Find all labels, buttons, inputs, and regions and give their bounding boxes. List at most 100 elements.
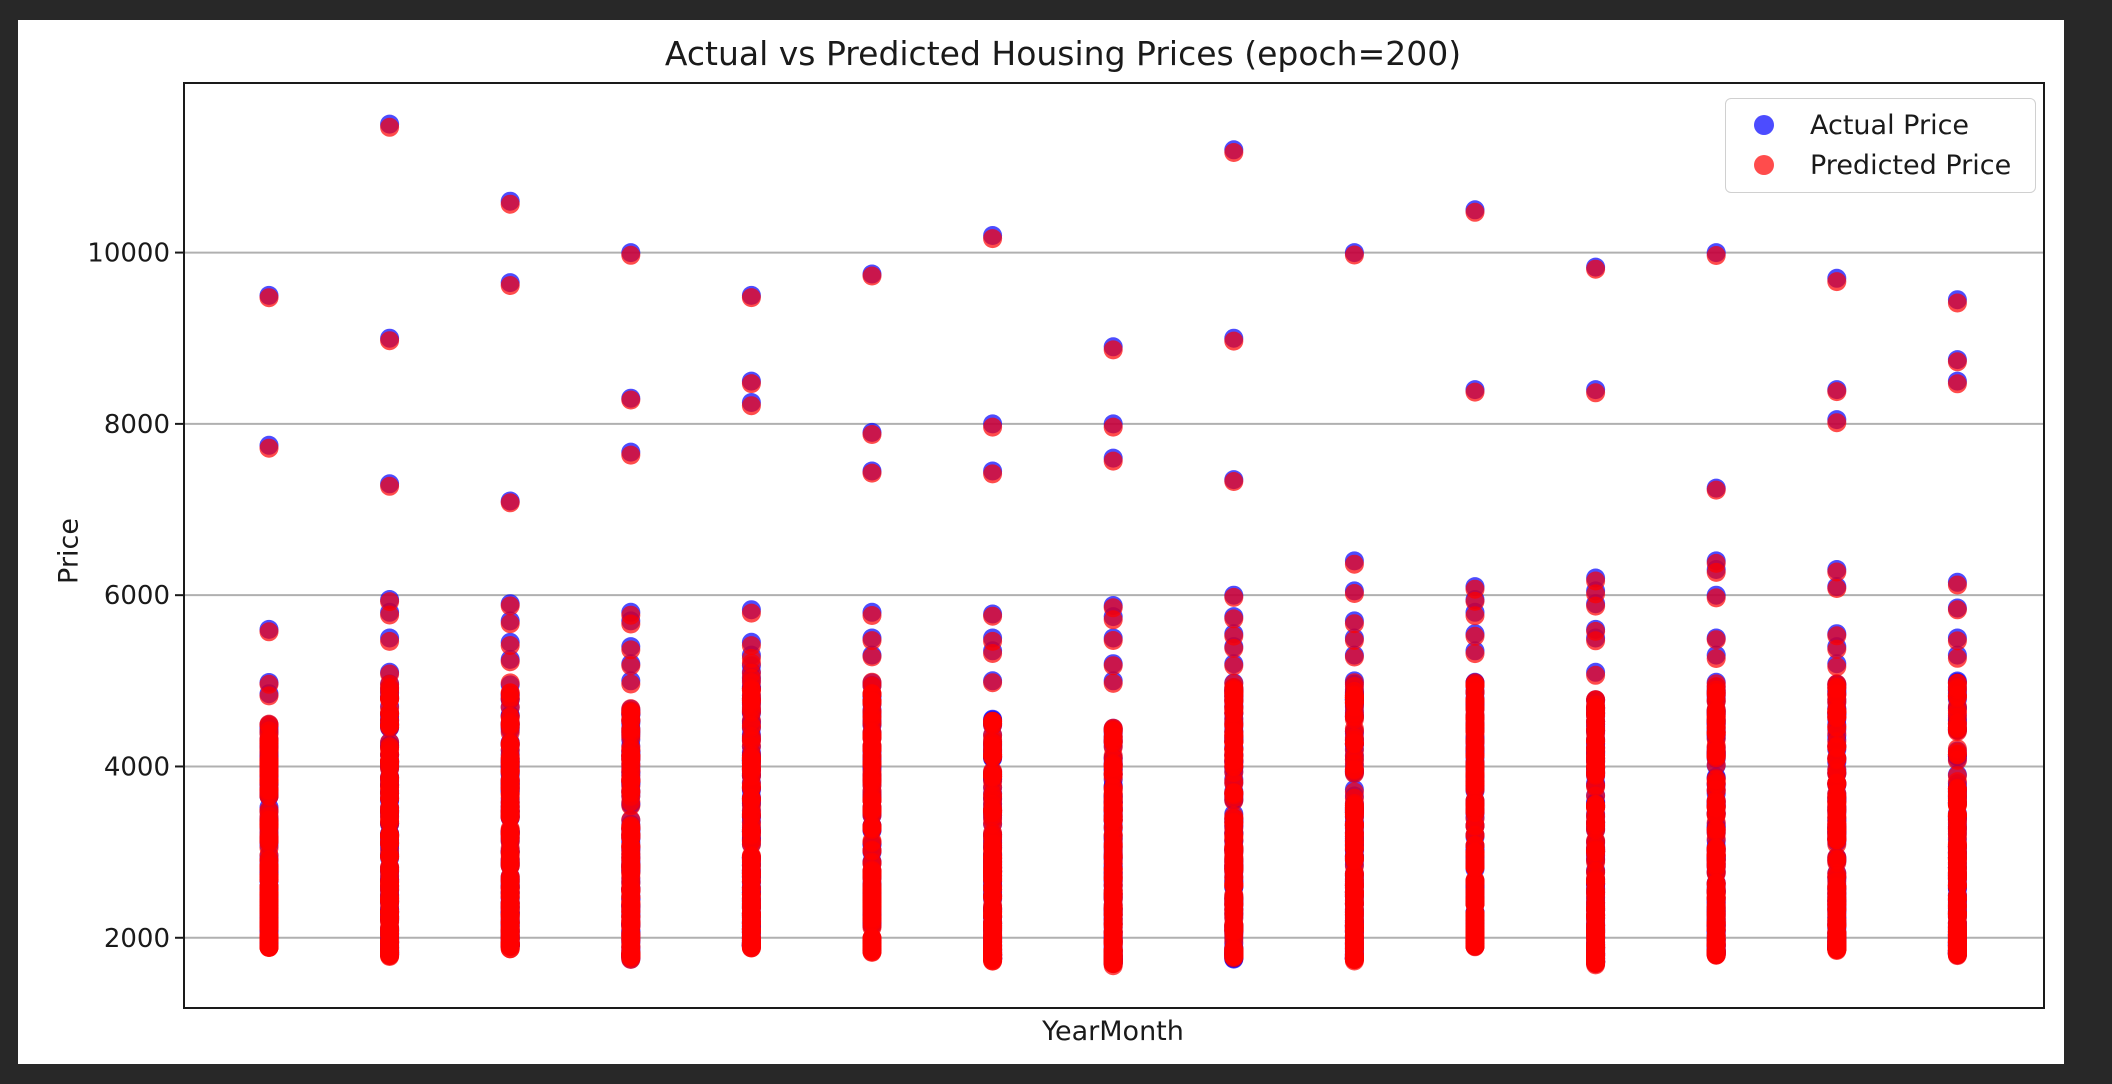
predicted-price-point — [621, 728, 641, 748]
predicted-price-point — [1827, 382, 1847, 402]
predicted-price-point — [1103, 673, 1123, 693]
chart-figure: Actual vs Predicted Housing Prices (epoc… — [18, 20, 2064, 1064]
predicted-price-point — [862, 903, 882, 923]
predicted-price-point — [621, 816, 641, 836]
predicted-price-point — [500, 596, 520, 616]
predicted-price-point — [1465, 937, 1485, 957]
predicted-price-point — [621, 792, 641, 812]
predicted-price-point — [983, 794, 1003, 814]
predicted-price-point — [1586, 665, 1606, 685]
predicted-price-point — [741, 288, 761, 308]
predicted-price-point — [862, 266, 882, 286]
predicted-price-point — [1947, 742, 1967, 762]
predicted-price-point — [1706, 246, 1726, 265]
predicted-price-point — [1947, 631, 1967, 651]
predicted-price-point — [1947, 293, 1967, 313]
predicted-price-point — [1706, 838, 1726, 858]
predicted-price-point — [1827, 847, 1847, 867]
predicted-price-point — [500, 935, 520, 955]
predicted-price-point — [259, 288, 279, 308]
predicted-price-point — [1224, 733, 1244, 752]
predicted-price-point — [1224, 868, 1244, 887]
predicted-price-point — [1344, 245, 1364, 265]
scatter-points — [259, 114, 1967, 976]
predicted-price-point — [1103, 825, 1123, 845]
predicted-price-point — [621, 390, 641, 410]
predicted-price-point — [1947, 352, 1967, 372]
predicted-price-point — [1586, 724, 1606, 744]
predicted-price-point — [259, 715, 279, 735]
predicted-price-point — [1224, 893, 1244, 913]
predicted-price-point — [741, 935, 761, 955]
predicted-price-point — [1586, 850, 1606, 870]
x-axis-label: YearMonth — [1042, 1016, 1184, 1047]
predicted-price-point — [1586, 764, 1606, 784]
predicted-price-point — [1465, 923, 1485, 943]
predicted-price-point — [1103, 921, 1123, 941]
plot-svg: 2000 4000 6000 8000 10000 — [87, 82, 2045, 1009]
predicted-price-point — [380, 605, 400, 625]
predicted-price-point — [259, 622, 279, 642]
predicted-price-point — [1103, 888, 1123, 908]
predicted-price-point — [1586, 796, 1606, 816]
predicted-price-point — [621, 614, 641, 634]
predicted-price-point — [983, 711, 1003, 731]
plot-area-frame — [183, 82, 2045, 1009]
y-tick-label: 10000 — [87, 239, 170, 269]
predicted-price-point — [1706, 944, 1726, 964]
predicted-price-point — [741, 753, 761, 773]
predicted-price-point — [1947, 869, 1967, 889]
predicted-price-point — [983, 744, 1003, 764]
predicted-price-point — [1344, 873, 1364, 893]
predicted-price-point — [380, 925, 400, 945]
predicted-price-point — [500, 714, 520, 734]
predicted-price-point — [741, 374, 761, 394]
predicted-price-point — [1947, 824, 1967, 844]
predicted-price-point — [621, 841, 641, 861]
predicted-price-point — [1224, 691, 1244, 710]
predicted-price-point — [1586, 383, 1606, 403]
predicted-price-point — [1103, 904, 1123, 924]
predicted-price-point — [862, 606, 882, 625]
predicted-price-point — [741, 603, 761, 623]
predicted-price-point — [621, 445, 641, 465]
predicted-price-point — [1947, 919, 1967, 939]
predicted-price-point — [380, 117, 400, 137]
predicted-price-point — [1103, 728, 1123, 748]
predicted-price-point — [862, 756, 882, 775]
predicted-price-point — [1706, 796, 1726, 816]
predicted-price-point — [1224, 587, 1244, 607]
predicted-price-point — [1827, 787, 1847, 807]
predicted-price-point — [1344, 647, 1364, 667]
predicted-price-point — [1947, 575, 1967, 595]
predicted-price-point — [1465, 591, 1485, 611]
predicted-price-point — [1586, 871, 1606, 891]
predicted-price-point — [862, 841, 882, 861]
predicted-price-point — [1344, 782, 1364, 802]
predicted-price-point — [259, 786, 279, 806]
predicted-price-point — [741, 731, 761, 751]
predicted-price-point — [741, 821, 761, 841]
predicted-price-point — [500, 801, 520, 821]
predicted-price-point — [983, 863, 1003, 883]
predicted-price-point — [1586, 929, 1606, 949]
predicted-price-point — [380, 789, 400, 808]
predicted-price-point — [983, 417, 1003, 437]
predicted-price-point — [741, 861, 761, 881]
predicted-price-point — [1827, 413, 1847, 433]
predicted-price-point — [259, 810, 279, 830]
legend-label-predicted: Predicted Price — [1810, 149, 2012, 181]
predicted-price-point — [500, 894, 520, 914]
legend-label-actual: Actual Price — [1810, 109, 1970, 141]
predicted-price-point — [1706, 920, 1726, 940]
legend: Actual Price Predicted Price — [1725, 98, 2036, 193]
predicted-price-point — [621, 703, 641, 722]
predicted-price-point — [1103, 951, 1123, 971]
predicted-price-point — [1344, 833, 1364, 853]
predicted-price-point — [862, 818, 882, 838]
predicted-price-point — [380, 592, 400, 612]
predicted-price-point — [741, 396, 761, 416]
predicted-price-point — [1224, 331, 1244, 351]
predicted-price-point — [1827, 690, 1847, 710]
predicted-price-point — [621, 880, 641, 900]
